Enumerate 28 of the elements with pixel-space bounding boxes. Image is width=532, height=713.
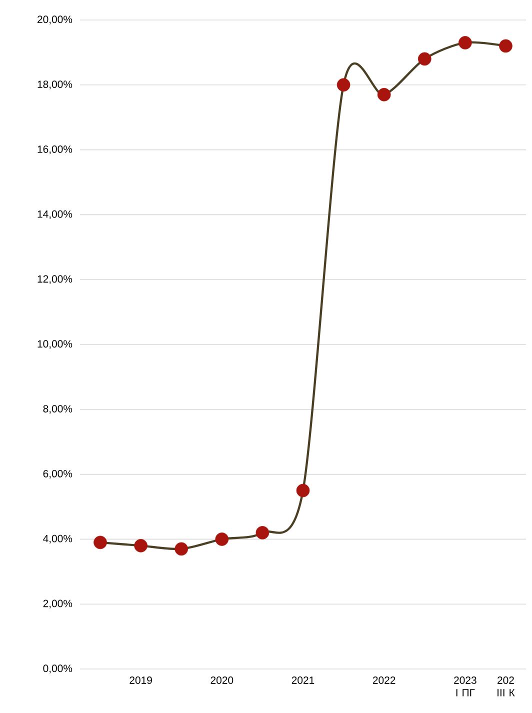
y-tick-label: 2,00% [43,600,72,608]
point [336,78,350,92]
y-tick-label: 12,00% [38,275,72,284]
point [499,39,512,53]
y-tick-label: 20,00% [38,16,72,24]
y-tick-label: 8,00% [43,405,72,414]
y-tick-label: 18,00% [38,80,72,90]
point [418,52,432,66]
y-tick-label: 0,00% [43,664,72,674]
point [296,484,310,498]
y-tick-label: 14,00% [38,210,72,220]
y-tick-label: 6,00% [43,470,72,479]
x-tick-label: 2022 [372,676,396,684]
x-tick-label: 2019 [130,676,152,684]
point [94,536,107,550]
point [377,88,391,102]
point [256,526,270,540]
y-tick-label: 16,00% [38,145,72,154]
x-tick-label: 2023 I ПГ [454,676,476,696]
y-tick-label: 10,00% [38,340,72,349]
point [215,532,229,546]
x-tick-label: 202 III К [498,676,515,696]
point [134,539,148,552]
x-tick-label: 2020 [210,676,234,684]
point [174,542,188,556]
y-tick-label: 4,00% [43,534,72,544]
point [458,36,472,50]
x-tick-label: 2021 [292,676,314,684]
